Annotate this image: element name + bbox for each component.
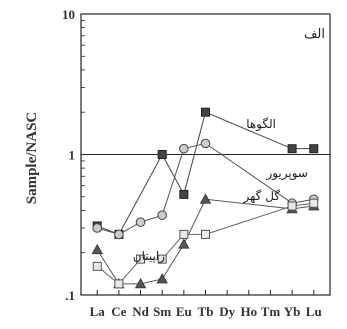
plot-area: 10 1 .1 La Ce Nd Sm Eu Tb Dy Ho Tm Yb Lu الگوها سوپریور… — [62, 7, 331, 319]
panel-label: الف — [304, 27, 325, 42]
y-tick-label: 1 — [69, 148, 76, 163]
data-point — [136, 254, 146, 264]
series-annotation: سوپریور — [265, 166, 308, 181]
data-point — [287, 144, 297, 154]
data-point — [179, 143, 189, 154]
data-point — [92, 261, 102, 271]
x-tick-label: Ce — [111, 304, 126, 319]
y-axis-label: Sample/NASC — [24, 112, 40, 205]
data-point — [178, 238, 190, 249]
series-annotation: الگوها — [246, 117, 276, 132]
x-tick-label: Tm — [261, 304, 281, 319]
data-point — [156, 273, 168, 284]
data-point — [114, 279, 124, 289]
data-point — [201, 229, 210, 239]
series-annotation: راپیتان — [133, 249, 165, 264]
x-tick-label: La — [90, 304, 106, 319]
data-point — [135, 217, 146, 227]
data-point — [200, 138, 211, 149]
x-tick-label: Dy — [219, 304, 235, 319]
x-tick-label: Tb — [198, 304, 214, 319]
data-point — [91, 243, 103, 255]
data-point — [179, 229, 189, 239]
x-tick-label: Nd — [132, 304, 149, 319]
x-tick-label: Ho — [240, 304, 257, 319]
x-tick-label: Lu — [306, 304, 322, 319]
data-point — [92, 223, 103, 233]
y-tick-label: 10 — [62, 7, 75, 22]
data-point — [179, 189, 189, 199]
data-point — [309, 144, 319, 154]
data-point — [157, 150, 167, 159]
series-annotation: گل گهر — [243, 189, 281, 204]
x-tick-label: Sm — [153, 304, 171, 319]
data-point — [134, 278, 147, 289]
data-point — [157, 254, 167, 264]
y-tick-label: .1 — [65, 288, 75, 303]
x-tick-label: Eu — [176, 304, 192, 319]
data-point — [199, 193, 212, 204]
data-point — [114, 229, 124, 240]
data-point — [287, 201, 297, 211]
x-tick-label: Yb — [284, 304, 301, 319]
data-point — [309, 198, 319, 208]
data-point — [201, 107, 210, 117]
data-point — [157, 210, 167, 220]
